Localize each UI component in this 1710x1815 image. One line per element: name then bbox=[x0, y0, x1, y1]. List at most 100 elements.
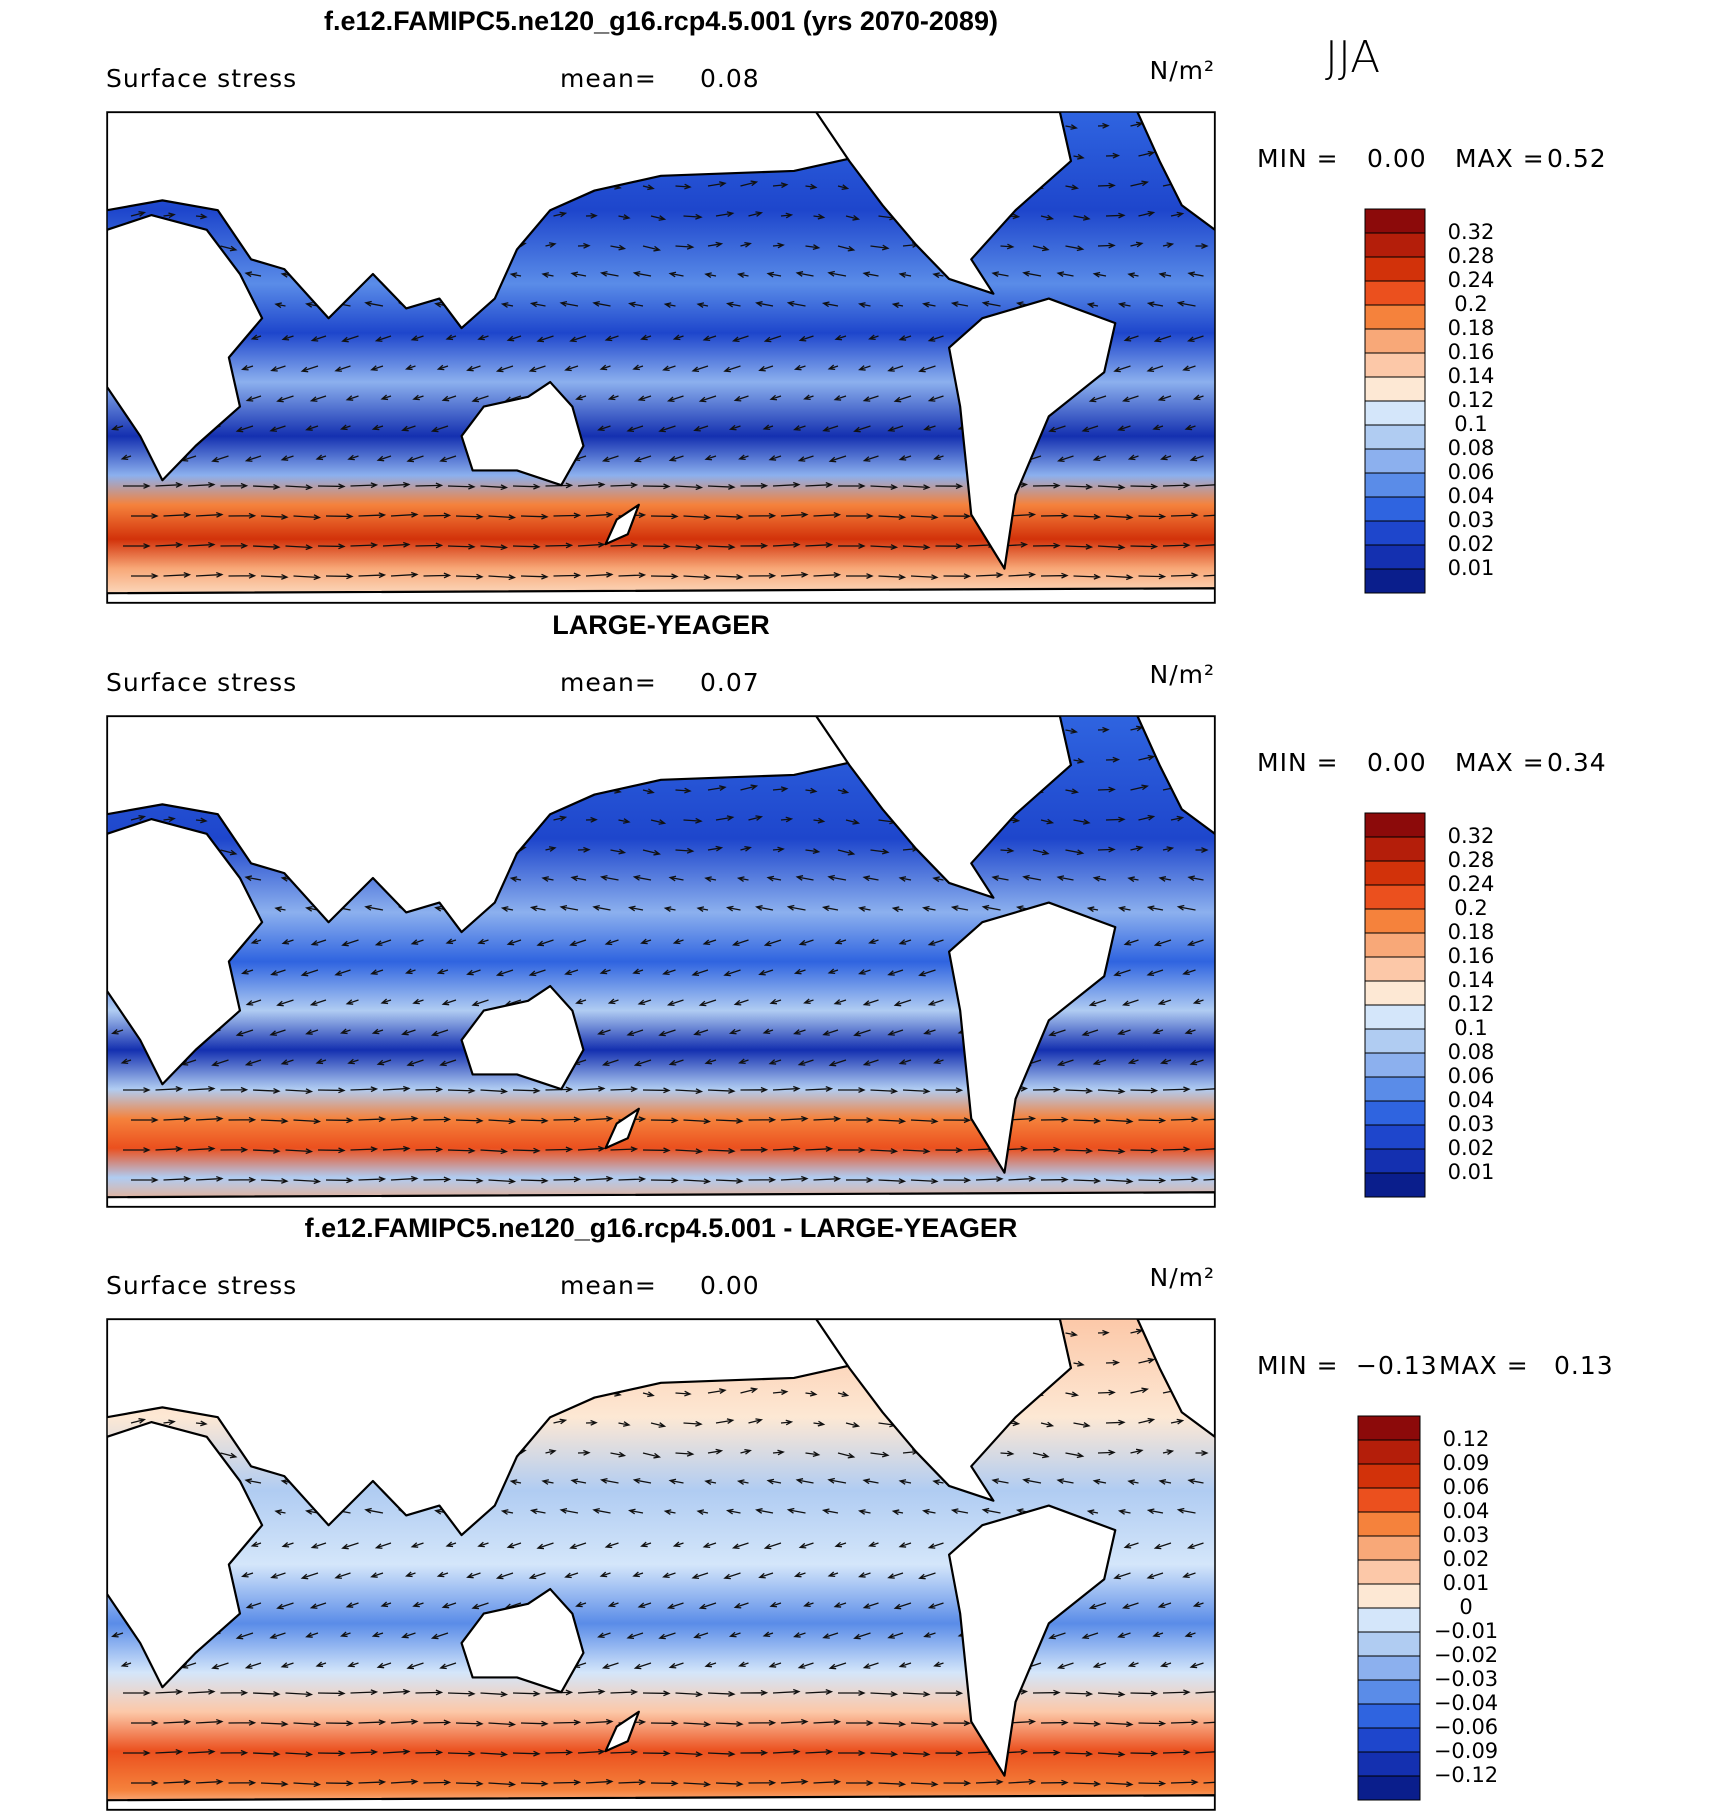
wind-arrow bbox=[315, 1661, 327, 1668]
wind-arrow bbox=[1105, 574, 1134, 581]
colorbar-label: −0.12 bbox=[1434, 1763, 1498, 1787]
wind-arrow bbox=[715, 815, 735, 822]
colorbar-label: 0.16 bbox=[1448, 340, 1495, 364]
wind-arrow bbox=[668, 1662, 684, 1669]
wind-arrow bbox=[1138, 513, 1167, 520]
wind-arrow bbox=[922, 1508, 936, 1515]
wind-arrow bbox=[310, 1542, 327, 1549]
wind-arrow bbox=[837, 1690, 866, 1696]
wind-arrow bbox=[1097, 544, 1126, 551]
wind-arrow bbox=[559, 300, 579, 307]
wind-arrow bbox=[1127, 876, 1139, 883]
wind-arrow bbox=[642, 788, 655, 795]
wind-arrow bbox=[1040, 572, 1069, 579]
wind-arrow bbox=[1187, 1542, 1204, 1550]
wind-arrow bbox=[1195, 1450, 1209, 1456]
colorbar-label: 0.02 bbox=[1448, 1136, 1495, 1160]
wind-arrow bbox=[382, 541, 411, 548]
wind-arrow bbox=[698, 1602, 717, 1610]
wind-arrow bbox=[545, 1449, 557, 1455]
wind-arrow bbox=[276, 395, 294, 403]
wind-arrow bbox=[821, 905, 839, 912]
wind-arrow bbox=[131, 1177, 159, 1183]
wind-arrow bbox=[723, 969, 741, 977]
colorbar-box bbox=[1364, 1172, 1426, 1198]
wind-arrow bbox=[1032, 245, 1050, 252]
colorbar-label: 0.18 bbox=[1448, 316, 1495, 340]
wind-arrow bbox=[702, 939, 717, 946]
wind-arrow bbox=[693, 1632, 709, 1639]
colorbar-box bbox=[1364, 232, 1426, 258]
wind-arrow bbox=[187, 541, 216, 548]
land bbox=[604, 503, 640, 546]
wind-arrow bbox=[577, 242, 591, 249]
wind-arrow bbox=[1065, 1087, 1094, 1094]
wind-arrow bbox=[805, 1749, 834, 1755]
wind-arrow bbox=[350, 482, 379, 489]
wind-arrow bbox=[870, 1148, 899, 1154]
wind-arrow bbox=[1182, 365, 1196, 371]
wind-arrow bbox=[763, 335, 782, 343]
wind-arrow bbox=[285, 1148, 314, 1155]
wind-arrow bbox=[827, 968, 839, 975]
wind-arrow bbox=[707, 1148, 736, 1154]
wind-arrow bbox=[520, 1177, 549, 1184]
colorbar-box bbox=[1357, 1583, 1421, 1609]
wind-arrow bbox=[704, 272, 717, 278]
wind-arrow bbox=[506, 335, 522, 342]
wind-arrow bbox=[252, 1088, 281, 1094]
wind-arrow bbox=[376, 1059, 392, 1066]
colorbar-box bbox=[1364, 280, 1426, 306]
wind-arrow bbox=[837, 1087, 866, 1093]
wind-arrow bbox=[220, 542, 249, 549]
wind-arrow bbox=[797, 1662, 814, 1669]
wind-arrow bbox=[228, 512, 257, 519]
wind-arrow bbox=[927, 1542, 944, 1549]
wind-arrow bbox=[1073, 1720, 1102, 1727]
wind-arrow bbox=[382, 1748, 411, 1755]
mean-label: mean= bbox=[560, 668, 657, 697]
wind-arrow bbox=[245, 395, 262, 402]
wind-arrow bbox=[837, 1391, 850, 1397]
wind-arrow bbox=[693, 425, 709, 432]
wind-arrow bbox=[763, 939, 782, 947]
wind-arrow bbox=[922, 301, 936, 308]
wind-arrow bbox=[405, 1571, 416, 1578]
colorbar-label: 0.06 bbox=[1448, 1064, 1495, 1088]
wind-arrow bbox=[358, 1176, 387, 1183]
wind-arrow bbox=[495, 969, 514, 977]
wind-arrow bbox=[878, 574, 907, 580]
wind-arrow bbox=[1032, 1749, 1061, 1756]
wind-arrow bbox=[640, 938, 652, 945]
wind-arrow bbox=[1097, 786, 1116, 793]
wind-arrow bbox=[733, 395, 749, 402]
wind-arrow bbox=[477, 1541, 489, 1548]
wind-arrow bbox=[862, 999, 879, 1006]
wind-arrow bbox=[837, 1147, 866, 1153]
wind-arrow bbox=[604, 1542, 619, 1549]
wind-arrow bbox=[772, 1688, 801, 1695]
colorbar-box bbox=[1364, 1028, 1426, 1054]
wind-arrow bbox=[1086, 1509, 1099, 1516]
wind-arrow bbox=[512, 1750, 541, 1757]
wind-arrow bbox=[668, 1478, 684, 1485]
wind-arrow bbox=[123, 1750, 151, 1756]
wind-arrow bbox=[748, 815, 764, 821]
wind-arrow bbox=[480, 1751, 509, 1758]
wind-arrow bbox=[509, 876, 522, 883]
wind-arrow bbox=[1097, 1751, 1126, 1758]
wind-arrow bbox=[1162, 242, 1175, 248]
wind-arrow bbox=[858, 365, 871, 371]
wind-arrow bbox=[693, 1029, 709, 1036]
wind-arrow bbox=[1138, 150, 1156, 157]
wind-arrow bbox=[228, 1176, 257, 1183]
wind-arrow bbox=[441, 1602, 457, 1609]
wind-arrow bbox=[650, 215, 667, 221]
wind-arrow bbox=[902, 544, 931, 551]
wind-arrow bbox=[666, 1602, 684, 1610]
wind-arrow bbox=[244, 875, 262, 882]
wind-arrow bbox=[376, 455, 392, 462]
wind-arrow bbox=[683, 574, 712, 581]
wind-arrow bbox=[797, 1059, 814, 1066]
wind-arrow bbox=[845, 1780, 874, 1786]
